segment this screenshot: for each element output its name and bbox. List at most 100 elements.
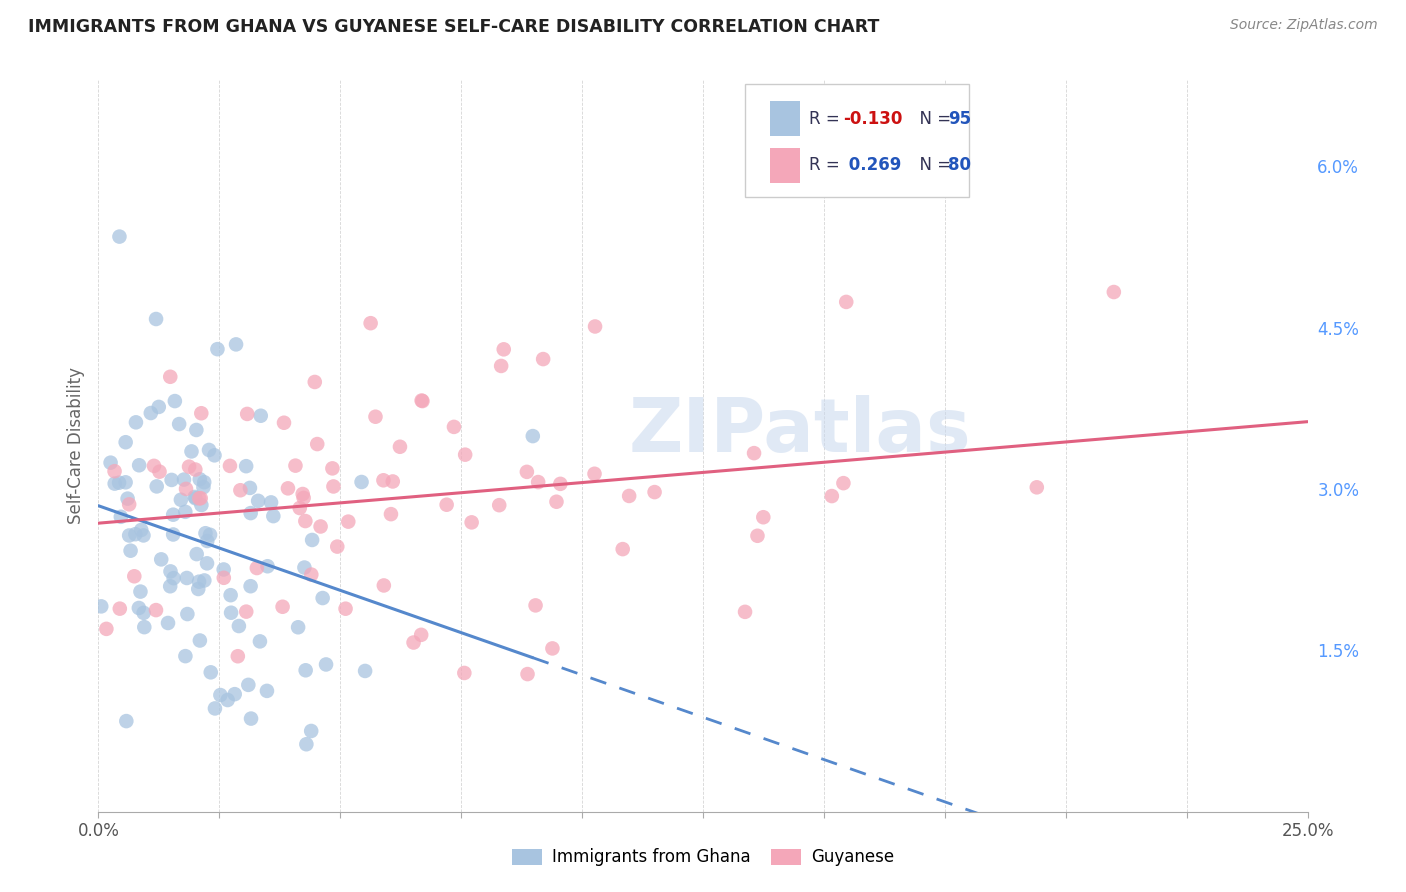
Point (249, 409, 271, 423)
Text: 95: 95 (949, 110, 972, 128)
Point (219, 588, 242, 602)
Point (195, 533, 218, 548)
Point (188, 472, 211, 486)
Point (239, 579, 262, 593)
Text: R =: R = (810, 110, 845, 128)
Point (148, 400, 170, 414)
Point (742, 446, 765, 460)
Point (1025, 480, 1047, 494)
Point (373, 473, 395, 487)
Point (299, 723, 322, 738)
Point (294, 514, 316, 528)
Point (235, 605, 257, 619)
Point (217, 693, 239, 707)
Point (411, 394, 433, 409)
Point (583, 319, 606, 334)
Point (207, 342, 229, 356)
Point (443, 420, 465, 434)
Point (489, 359, 512, 373)
Point (388, 440, 411, 454)
Point (354, 664, 377, 678)
Point (1102, 285, 1125, 299)
Point (238, 678, 260, 692)
Point (117, 491, 139, 506)
Point (186, 423, 208, 437)
Point (190, 491, 212, 505)
Point (301, 533, 323, 547)
Point (198, 528, 221, 542)
Point (364, 409, 387, 424)
Point (225, 337, 247, 351)
Point (522, 429, 544, 443)
Point (262, 509, 284, 524)
Point (176, 571, 198, 585)
Point (311, 591, 333, 605)
Point (524, 599, 547, 613)
Y-axis label: Self-Care Disability: Self-Care Disability (66, 368, 84, 524)
Point (239, 506, 262, 520)
Point (226, 649, 249, 664)
Point (411, 393, 433, 408)
Point (381, 475, 404, 489)
Point (193, 475, 215, 490)
Point (193, 574, 215, 588)
Point (198, 442, 221, 457)
Point (174, 482, 197, 496)
Text: N =: N = (908, 110, 956, 128)
Point (402, 635, 425, 649)
Point (174, 649, 197, 664)
Point (184, 462, 207, 476)
Point (90, 599, 112, 614)
Point (174, 505, 197, 519)
Point (219, 606, 242, 620)
Point (380, 507, 402, 521)
Point (145, 603, 167, 617)
Point (219, 458, 242, 473)
Point (177, 459, 200, 474)
Point (315, 657, 337, 672)
Point (190, 406, 212, 420)
Point (160, 473, 183, 487)
Point (224, 687, 246, 701)
Point (118, 528, 141, 542)
Point (129, 584, 152, 599)
Point (488, 498, 510, 512)
Point (835, 294, 858, 309)
Point (516, 667, 538, 681)
Point (132, 528, 155, 542)
Point (307, 437, 329, 451)
Point (209, 688, 232, 702)
Point (541, 641, 564, 656)
Point (337, 515, 360, 529)
Text: 0.269: 0.269 (844, 156, 901, 174)
Text: Source: ZipAtlas.com: Source: ZipAtlas.com (1230, 18, 1378, 32)
Point (114, 435, 136, 450)
Point (184, 491, 207, 506)
Point (143, 458, 166, 473)
Point (128, 458, 150, 473)
Point (212, 562, 235, 576)
Point (183, 490, 205, 504)
Point (492, 343, 515, 357)
Point (159, 579, 181, 593)
Point (193, 480, 215, 494)
Point (527, 475, 550, 489)
Point (360, 316, 382, 330)
Point (240, 712, 263, 726)
Point (284, 458, 307, 473)
Point (118, 497, 141, 511)
Legend: Immigrants from Ghana, Guyanese: Immigrants from Ghana, Guyanese (506, 841, 900, 873)
Point (229, 483, 252, 498)
Point (110, 509, 132, 524)
Point (129, 523, 152, 537)
Point (734, 605, 756, 619)
Point (299, 567, 322, 582)
Point (188, 633, 211, 648)
Point (373, 578, 395, 592)
Point (108, 475, 131, 490)
Point (612, 542, 634, 557)
Point (204, 701, 226, 715)
Point (124, 527, 146, 541)
Point (195, 557, 218, 571)
Point (273, 416, 295, 430)
